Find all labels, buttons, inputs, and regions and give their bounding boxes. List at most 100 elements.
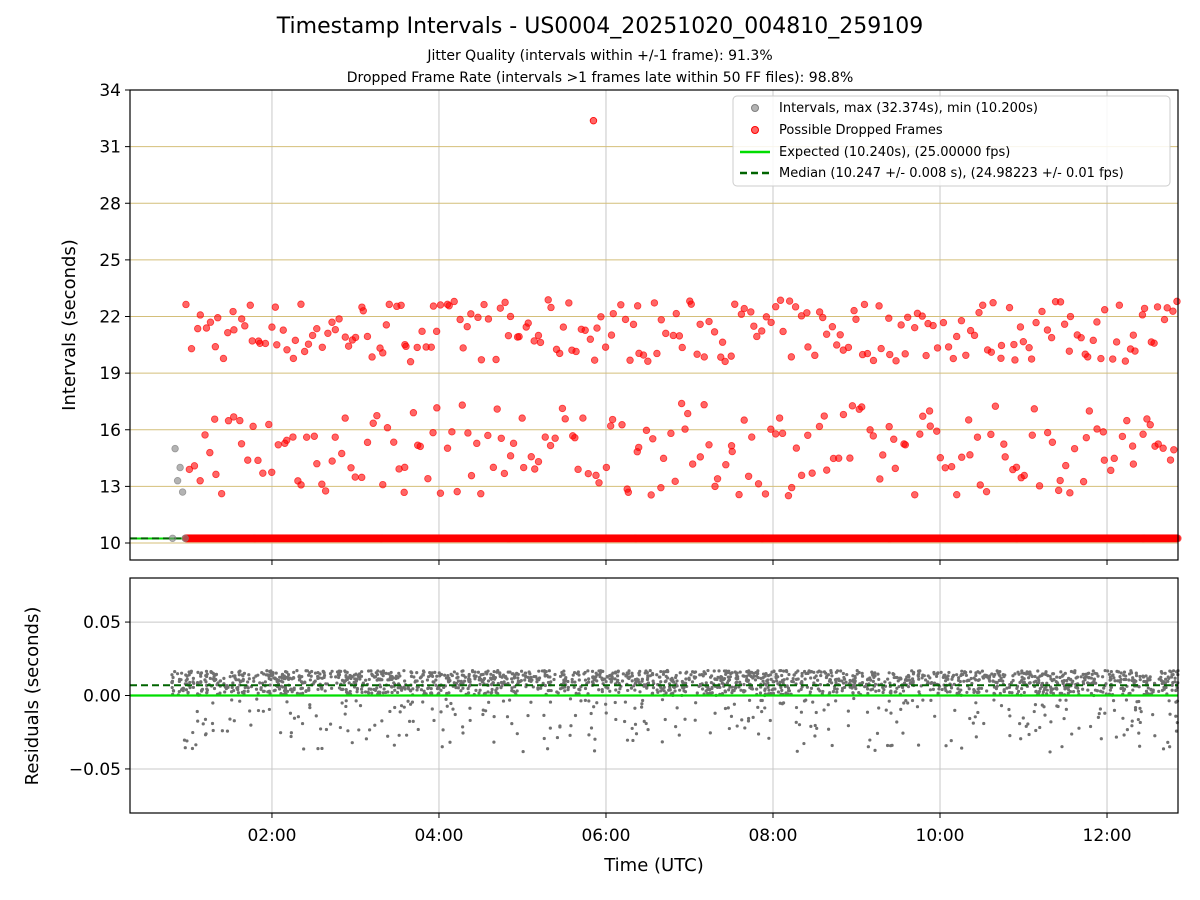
residual-point — [300, 721, 305, 726]
residual-point — [897, 684, 901, 689]
dropped-frame-point — [979, 301, 987, 309]
residual-point — [570, 677, 574, 682]
residual-point — [300, 674, 304, 679]
interval-point — [173, 477, 182, 485]
residual-point — [1167, 699, 1171, 703]
residual-point — [1051, 691, 1056, 696]
residual-point — [529, 679, 533, 683]
dropped-frame-point — [1121, 357, 1130, 365]
residual-point — [1130, 724, 1134, 728]
dropped-frame-point — [484, 315, 493, 323]
residual-point — [340, 687, 344, 692]
residual-point — [599, 669, 603, 673]
residual-point — [413, 679, 418, 683]
residual-point — [814, 674, 818, 678]
residual-point — [932, 670, 936, 675]
residual-point — [513, 690, 517, 695]
residual-point — [740, 718, 744, 722]
dropped-frame-point — [903, 313, 912, 321]
residual-point — [924, 678, 928, 682]
residual-point — [374, 671, 378, 675]
residual-point — [637, 680, 641, 685]
residual-point — [407, 719, 412, 723]
residual-point — [657, 675, 661, 679]
residual-point — [191, 676, 196, 680]
residual-point — [936, 671, 940, 675]
dropped-frame-point — [653, 349, 661, 358]
residual-point — [787, 672, 791, 677]
residual-point — [967, 687, 971, 691]
residual-point — [529, 675, 533, 679]
residual-point — [802, 699, 807, 703]
dropped-frame-point — [413, 343, 421, 352]
residual-point — [1049, 690, 1053, 694]
dropped-frame-point — [727, 352, 735, 360]
x-tick-label: 12:00 — [1083, 826, 1132, 846]
residual-point — [769, 677, 773, 681]
residual-point — [455, 676, 459, 680]
residual-point — [431, 680, 435, 684]
dropped-frame-point — [477, 356, 486, 364]
residual-point — [1151, 713, 1155, 717]
dropped-frame-point — [518, 414, 526, 422]
residuals-panel: 02:00 04:00 06:00 08:00 10:00 12:000.050.00−0… — [22, 577, 1180, 876]
dropped-frame-point — [185, 465, 194, 474]
residual-point — [840, 689, 844, 693]
residual-point — [663, 680, 667, 684]
dropped-frame-point — [1005, 303, 1014, 312]
residual-point — [594, 671, 598, 675]
residual-point — [277, 679, 281, 683]
dropped-frame-point — [547, 303, 555, 312]
dropped-frame-point — [593, 324, 601, 332]
residual-point — [1032, 680, 1036, 684]
residual-point — [477, 691, 481, 695]
residual-point — [1055, 687, 1059, 691]
residual-point — [1022, 690, 1026, 695]
residual-point — [756, 705, 760, 709]
residual-point — [373, 688, 378, 692]
residual-point — [323, 689, 327, 693]
residual-point — [195, 680, 200, 685]
residual-point — [1106, 669, 1110, 673]
residual-point — [877, 706, 881, 710]
residual-point — [1010, 691, 1014, 695]
residual-point — [237, 678, 241, 682]
dropped-frame-point — [823, 466, 831, 474]
dropped-frame-point — [230, 326, 238, 334]
dropped-frame-point — [1107, 466, 1115, 475]
intervals-y-tick-label: 13 — [99, 477, 121, 497]
residual-point — [682, 681, 686, 685]
dropped-frame-point — [618, 421, 626, 429]
residual-point — [794, 671, 798, 675]
dropped-frame-point — [448, 428, 456, 436]
residual-point — [650, 691, 654, 696]
dropped-frame-point — [190, 462, 199, 470]
residual-point — [303, 680, 307, 684]
dropped-frame-point — [506, 312, 515, 321]
residual-point — [419, 688, 424, 692]
residual-point — [439, 688, 443, 693]
residual-point — [309, 674, 313, 678]
residual-point — [474, 688, 478, 692]
residual-point — [289, 687, 293, 691]
residual-point — [546, 747, 550, 751]
residual-point — [959, 672, 964, 677]
residual-point — [1170, 688, 1174, 692]
dropped-frame-point — [418, 327, 426, 336]
residual-point — [1094, 681, 1098, 685]
residuals-y-tick-label: −0.05 — [69, 760, 121, 780]
residual-point — [308, 678, 312, 682]
residual-point — [608, 689, 612, 693]
x-tick-label: 04:00 — [414, 826, 463, 846]
residual-point — [805, 685, 810, 689]
dropped-frame-point — [310, 432, 318, 440]
dropped-frame-point — [803, 309, 811, 317]
residual-point — [850, 686, 854, 690]
residual-point — [393, 705, 397, 710]
dropped-frame-point — [328, 318, 336, 326]
residual-point — [425, 678, 430, 682]
residual-point — [726, 706, 730, 710]
residual-point — [542, 669, 547, 673]
residual-point — [974, 701, 978, 705]
residual-point — [884, 708, 888, 712]
